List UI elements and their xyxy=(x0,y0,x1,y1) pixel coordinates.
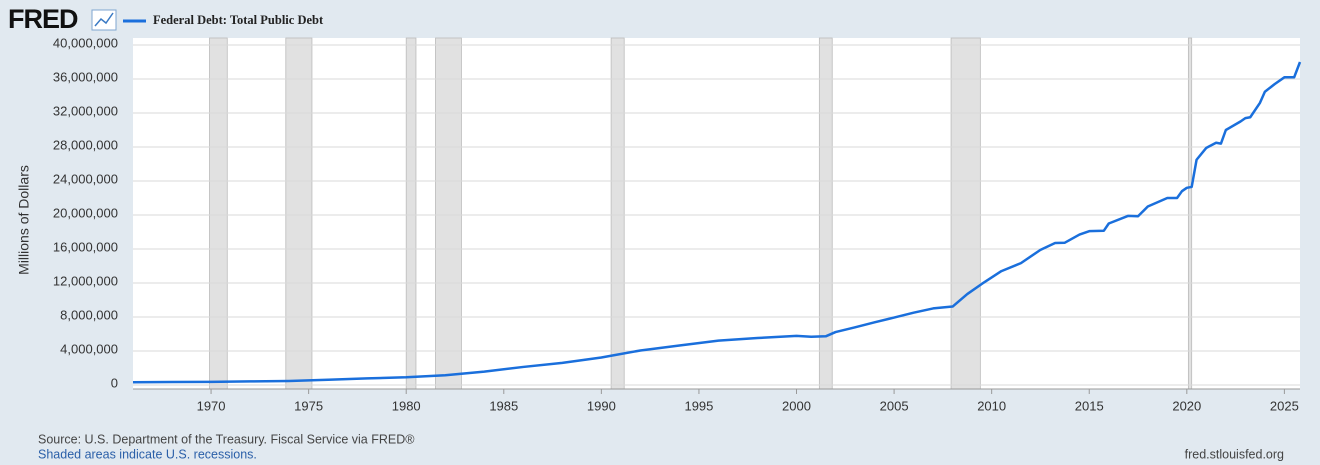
logo-icon xyxy=(91,9,117,31)
y-tick-label: 28,000,000 xyxy=(53,137,118,152)
x-tick-label: 1990 xyxy=(587,398,616,413)
recession-band xyxy=(209,37,228,390)
y-tick-label: 24,000,000 xyxy=(53,171,118,186)
x-tick-label: 2000 xyxy=(782,398,811,413)
recession-band xyxy=(405,37,417,390)
x-tick-label: 2020 xyxy=(1172,398,1201,413)
y-axis-label: Millions of Dollars xyxy=(16,165,32,275)
recession-band xyxy=(435,37,462,390)
y-tick-label: 36,000,000 xyxy=(53,69,118,84)
logo[interactable]: FRED xyxy=(8,4,79,34)
x-tick-label: 2010 xyxy=(977,398,1006,413)
legend-label: Federal Debt: Total Public Debt xyxy=(153,13,324,27)
recession-band xyxy=(1187,37,1193,390)
x-tick-label: 2025 xyxy=(1270,398,1299,413)
y-tick-label: 40,000,000 xyxy=(53,35,118,50)
x-tick-label: 1995 xyxy=(684,398,713,413)
series-line xyxy=(132,61,1302,384)
recession-band xyxy=(285,37,313,390)
y-tick-label: 16,000,000 xyxy=(53,239,118,254)
site[interactable]: fred.stlouisfed.org xyxy=(1185,447,1284,461)
x-tick-label: 2015 xyxy=(1075,398,1104,413)
plot-area xyxy=(133,38,1300,389)
x-tick-label: 1980 xyxy=(392,398,421,413)
y-tick-label: 0 xyxy=(111,375,118,390)
x-tick-label: 1985 xyxy=(489,398,518,413)
y-tick-label: 8,000,000 xyxy=(60,307,118,322)
y-tick-label: 12,000,000 xyxy=(53,273,118,288)
x-tick-label: 1970 xyxy=(197,398,226,413)
recession-band xyxy=(610,37,625,390)
y-tick-label: 4,000,000 xyxy=(60,341,118,356)
recession-note[interactable]: Shaded areas indicate U.S. recessions. xyxy=(38,447,257,461)
source: Source: U.S. Department of the Treasury.… xyxy=(38,432,415,446)
recession-band xyxy=(950,37,981,390)
y-tick-label: 32,000,000 xyxy=(53,103,118,118)
y-tick-label: 20,000,000 xyxy=(53,205,118,220)
x-tick-label: 1975 xyxy=(294,398,323,413)
x-tick-label: 2005 xyxy=(880,398,909,413)
